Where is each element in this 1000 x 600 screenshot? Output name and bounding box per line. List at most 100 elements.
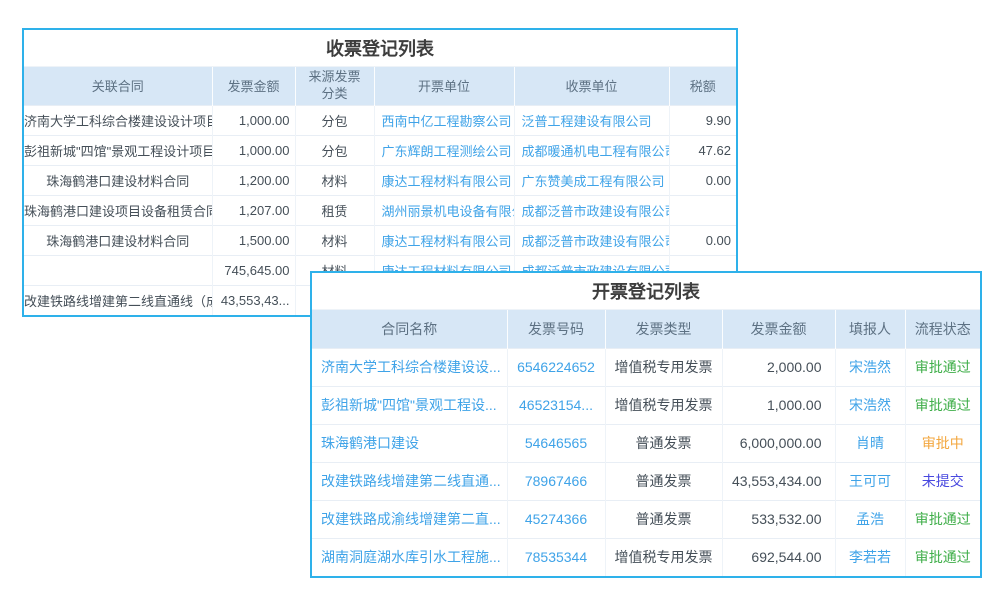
cell-source-category: 分包 <box>295 134 375 165</box>
cell-invoice-amount: 1,000.00 <box>722 385 836 424</box>
table-row: 改建铁路线增建第二线直通... 78967466 普通发票 43,553,434… <box>312 461 980 500</box>
cell-tax: 0.00 <box>669 164 736 195</box>
cell-flow-status: 审批通过 <box>905 537 980 576</box>
cell-related-contract: 珠海鹤港口建设项目设备租赁合同 <box>24 194 213 225</box>
cell-contract-name-link[interactable]: 济南大学工科综合楼建设设... <box>312 347 508 386</box>
cell-invoice-amount: 43,553,434.00 <box>722 461 836 500</box>
invoice-table-header-row: 合同名称 发票号码 发票类型 发票金额 填报人 流程状态 <box>312 310 980 348</box>
cell-related-contract <box>24 254 213 285</box>
cell-tax: 9.90 <box>669 104 736 135</box>
cell-invoice-amount: 1,000.00 <box>212 104 296 135</box>
cell-invoice-type: 普通发票 <box>605 461 723 500</box>
cell-invoice-amount: 1,500.00 <box>212 224 296 255</box>
cell-related-contract: 改建铁路线增建第二线直通线（成... <box>24 284 213 315</box>
cell-issuing-unit-link[interactable]: 广东辉朗工程测绘公司 <box>374 134 515 165</box>
cell-tax: 47.62 <box>669 134 736 165</box>
cell-receiving-unit-link[interactable]: 广东赞美成工程有限公司 <box>514 164 670 195</box>
cell-invoice-number-link[interactable]: 45274366 <box>507 499 606 538</box>
table-row: 珠海鹤港口建设项目设备租赁合同 1,207.00 租赁 湖州丽景机电设备有限公司… <box>24 194 736 225</box>
cell-contract-name-link[interactable]: 改建铁路成渝线增建第二直... <box>312 499 508 538</box>
cell-reporter-link[interactable]: 李若若 <box>835 537 906 576</box>
cell-invoice-amount: 6,000,000.00 <box>722 423 836 462</box>
col-header-invoice-type: 发票类型 <box>605 310 723 348</box>
cell-invoice-number-link[interactable]: 78967466 <box>507 461 606 500</box>
cell-contract-name-link[interactable]: 改建铁路线增建第二线直通... <box>312 461 508 500</box>
cell-receiving-unit-link[interactable]: 泛普工程建设有限公司 <box>514 104 670 135</box>
cell-reporter-link[interactable]: 宋浩然 <box>835 347 906 386</box>
col-header-invoice-amount: 发票金额 <box>212 67 296 105</box>
cell-invoice-number-link[interactable]: 54646565 <box>507 423 606 462</box>
col-header-source-category: 来源发票分类 <box>295 67 375 105</box>
cell-reporter-link[interactable]: 肖晴 <box>835 423 906 462</box>
cell-issuing-unit-link[interactable]: 康达工程材料有限公司 <box>374 224 515 255</box>
invoice-table-title: 开票登记列表 <box>312 273 980 310</box>
cell-related-contract: 珠海鹤港口建设材料合同 <box>24 164 213 195</box>
table-row: 济南大学工科综合楼建设设计项目... 1,000.00 分包 西南中亿工程勘察公… <box>24 104 736 135</box>
cell-source-category: 分包 <box>295 104 375 135</box>
receipt-register-panel: 收票登记列表 关联合同 发票金额 来源发票分类 开票单位 收票单位 税额 济南大… <box>22 28 738 317</box>
cell-flow-status: 未提交 <box>905 461 980 500</box>
cell-related-contract: 彭祖新城"四馆"景观工程设计项目... <box>24 134 213 165</box>
cell-flow-status: 审批通过 <box>905 499 980 538</box>
col-header-contract-name: 合同名称 <box>312 310 508 348</box>
cell-flow-status: 审批通过 <box>905 385 980 424</box>
table-row: 745,645.00 材料 康达工程材料有限公司 成都泛普市政建设有限公司 <box>24 254 736 285</box>
cell-invoice-amount: 745,645.00 <box>212 254 296 285</box>
col-header-invoice-amount: 发票金额 <box>722 310 836 348</box>
cell-related-contract: 济南大学工科综合楼建设设计项目... <box>24 104 213 135</box>
cell-invoice-type: 普通发票 <box>605 423 723 462</box>
cell-invoice-number-link[interactable]: 6546224652 <box>507 347 606 386</box>
cell-invoice-type: 普通发票 <box>605 499 723 538</box>
cell-source-category: 材料 <box>295 164 375 195</box>
table-row: 改建铁路成渝线增建第二直... 45274366 普通发票 533,532.00… <box>312 499 980 538</box>
cell-contract-name-link[interactable]: 彭祖新城"四馆"景观工程设... <box>312 385 508 424</box>
cell-invoice-amount: 692,544.00 <box>722 537 836 576</box>
col-header-issuing-unit: 开票单位 <box>374 67 515 105</box>
cell-invoice-amount: 533,532.00 <box>722 499 836 538</box>
cell-tax: 0.00 <box>669 224 736 255</box>
cell-issuing-unit-link[interactable]: 西南中亿工程勘察公司 <box>374 104 515 135</box>
cell-invoice-amount: 1,000.00 <box>212 134 296 165</box>
receipt-table-header-row: 关联合同 发票金额 来源发票分类 开票单位 收票单位 税额 <box>24 67 736 105</box>
table-row: 彭祖新城"四馆"景观工程设计项目... 1,000.00 分包 广东辉朗工程测绘… <box>24 134 736 165</box>
cell-reporter-link[interactable]: 王可可 <box>835 461 906 500</box>
table-row: 珠海鹤港口建设材料合同 1,500.00 材料 康达工程材料有限公司 成都泛普市… <box>24 224 736 255</box>
invoice-register-panel: 开票登记列表 合同名称 发票号码 发票类型 发票金额 填报人 流程状态 济南大学… <box>310 271 982 578</box>
cell-tax <box>669 194 736 225</box>
cell-contract-name-link[interactable]: 湖南洞庭湖水库引水工程施... <box>312 537 508 576</box>
cell-receiving-unit-link[interactable]: 成都泛普市政建设有限公司 <box>514 194 670 225</box>
cell-reporter-link[interactable]: 宋浩然 <box>835 385 906 424</box>
col-header-flow-status: 流程状态 <box>905 310 980 348</box>
cell-invoice-amount: 1,200.00 <box>212 164 296 195</box>
invoice-table: 合同名称 发票号码 发票类型 发票金额 填报人 流程状态 济南大学工科综合楼建设… <box>312 310 980 576</box>
cell-invoice-number-link[interactable]: 78535344 <box>507 537 606 576</box>
cell-reporter-link[interactable]: 孟浩 <box>835 499 906 538</box>
cell-invoice-type: 增值税专用发票 <box>605 537 723 576</box>
cell-receiving-unit-link[interactable]: 成都暖通机电工程有限公司 <box>514 134 670 165</box>
col-header-reporter: 填报人 <box>835 310 906 348</box>
table-row: 湖南洞庭湖水库引水工程施... 78535344 增值税专用发票 692,544… <box>312 537 980 576</box>
table-row: 珠海鹤港口建设 54646565 普通发票 6,000,000.00 肖晴 审批… <box>312 423 980 462</box>
cell-source-category: 租赁 <box>295 194 375 225</box>
cell-related-contract: 珠海鹤港口建设材料合同 <box>24 224 213 255</box>
cell-receiving-unit-link[interactable]: 成都泛普市政建设有限公司 <box>514 224 670 255</box>
cell-invoice-number-link[interactable]: 46523154... <box>507 385 606 424</box>
cell-invoice-type: 增值税专用发票 <box>605 385 723 424</box>
table-row: 彭祖新城"四馆"景观工程设... 46523154... 增值税专用发票 1,0… <box>312 385 980 424</box>
col-header-tax: 税额 <box>669 67 736 105</box>
cell-issuing-unit-link[interactable]: 康达工程材料有限公司 <box>374 164 515 195</box>
table-row: 济南大学工科综合楼建设设... 6546224652 增值税专用发票 2,000… <box>312 347 980 386</box>
cell-flow-status: 审批通过 <box>905 347 980 386</box>
col-header-related-contract: 关联合同 <box>24 67 213 105</box>
cell-invoice-type: 增值税专用发票 <box>605 347 723 386</box>
table-row: 珠海鹤港口建设材料合同 1,200.00 材料 康达工程材料有限公司 广东赞美成… <box>24 164 736 195</box>
cell-issuing-unit-link[interactable]: 湖州丽景机电设备有限公司 <box>374 194 515 225</box>
cell-invoice-amount: 2,000.00 <box>722 347 836 386</box>
col-header-invoice-number: 发票号码 <box>507 310 606 348</box>
cell-invoice-amount: 1,207.00 <box>212 194 296 225</box>
receipt-table-title: 收票登记列表 <box>24 30 736 67</box>
cell-flow-status: 审批中 <box>905 423 980 462</box>
cell-contract-name-link[interactable]: 珠海鹤港口建设 <box>312 423 508 462</box>
cell-source-category: 材料 <box>295 224 375 255</box>
col-header-receiving-unit: 收票单位 <box>514 67 670 105</box>
